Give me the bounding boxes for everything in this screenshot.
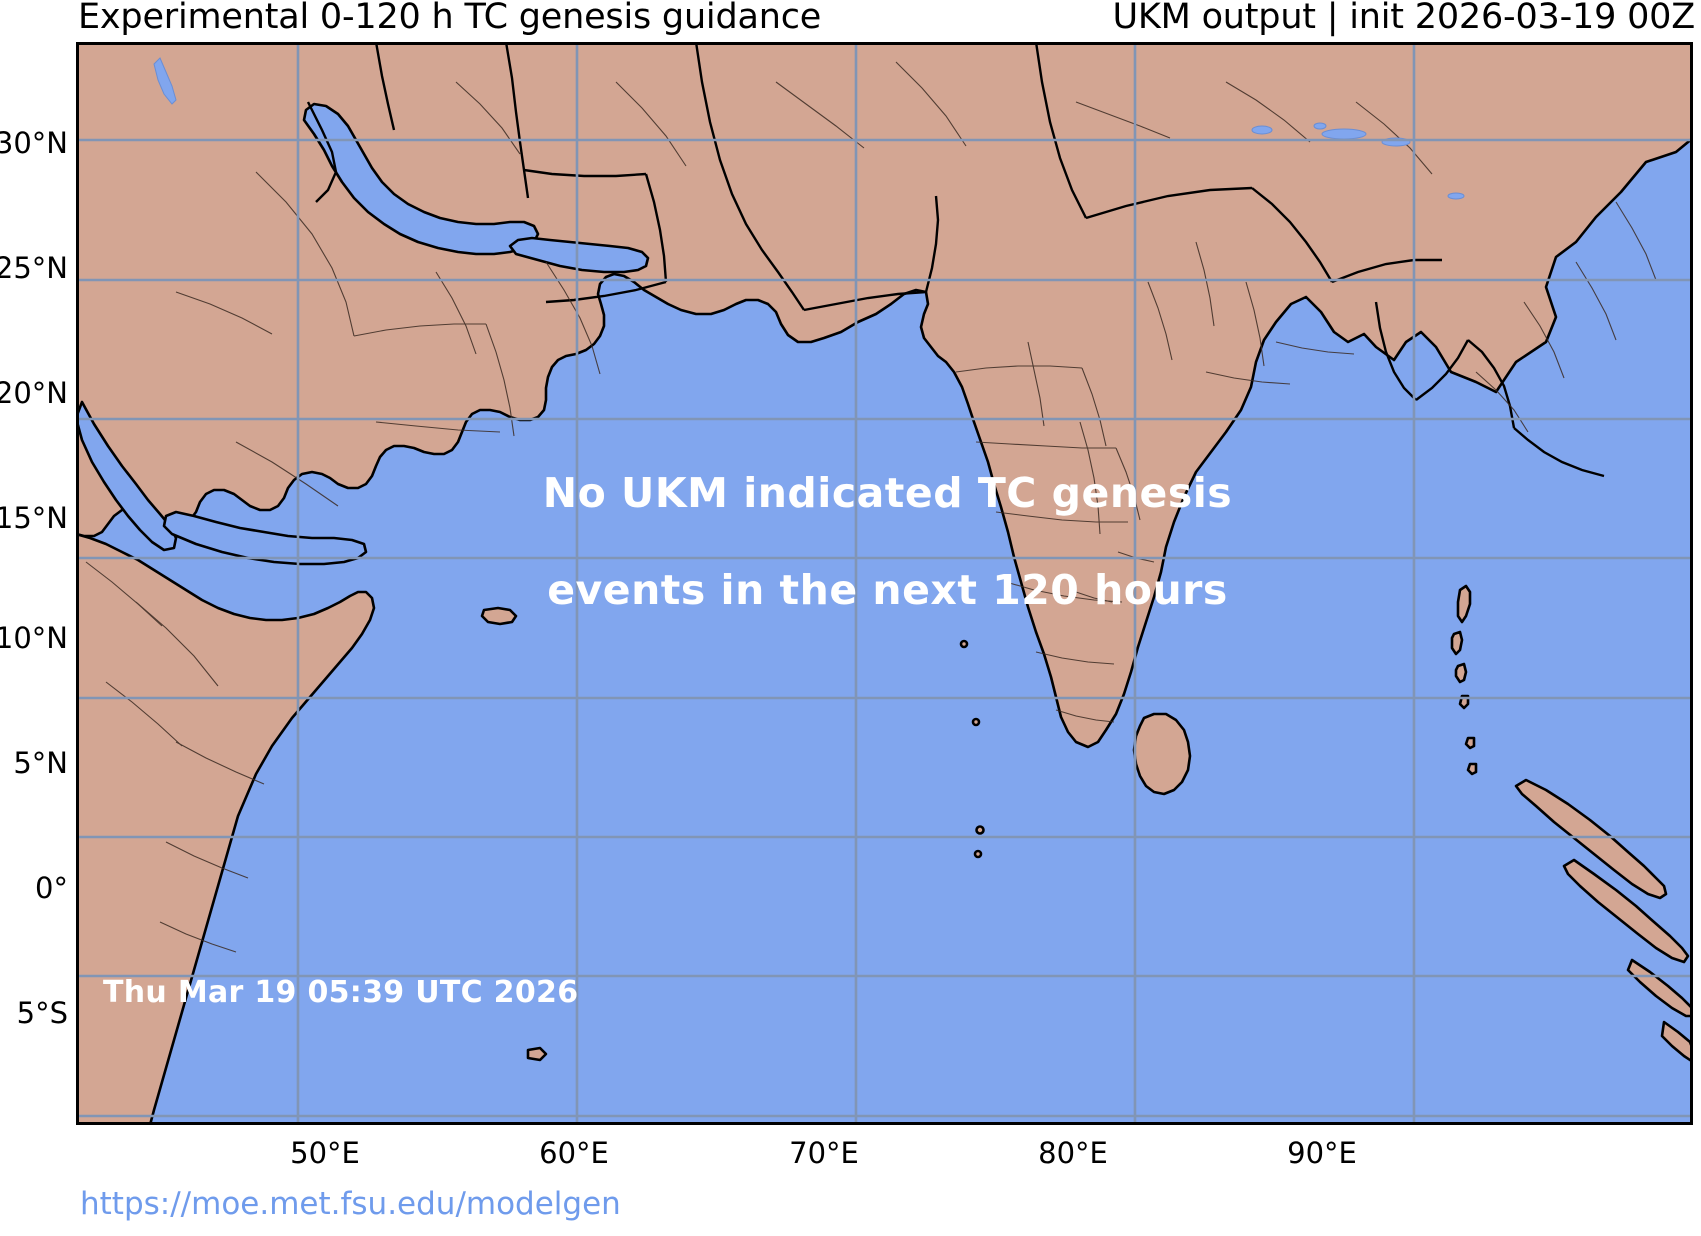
map-geography [79, 45, 1690, 1122]
sumatra-island-part3 [1626, 958, 1690, 1018]
lat-tick-0: 0° [35, 871, 68, 905]
lat-tick-20n: 20°N [0, 376, 68, 410]
maldives-dot-2 [975, 825, 985, 835]
lon-tick-70e: 70°E [789, 1136, 859, 1170]
maldives-dot-1 [971, 717, 981, 727]
lat-tick-15n: 15°N [0, 501, 68, 535]
gulf-of-oman [508, 236, 650, 274]
nicobar-island-1 [1464, 736, 1476, 750]
gulf-of-aden [162, 510, 368, 566]
lat-tick-5s: 5°S [16, 996, 68, 1030]
nicobar-island-2 [1466, 762, 1478, 776]
page-title: Experimental 0-120 h TC genesis guidance [78, 0, 822, 37]
inland-water [153, 57, 1465, 200]
red-sea [79, 400, 178, 552]
lon-tick-60e: 60°E [539, 1136, 609, 1170]
gridlines [79, 45, 1690, 1122]
lat-tick-30n: 30°N [0, 126, 68, 160]
maldives-dot-3 [973, 849, 983, 859]
lat-tick-25n: 25°N [0, 251, 68, 285]
lon-tick-80e: 80°E [1038, 1136, 1108, 1170]
timestamp-label: Thu Mar 19 05:39 UTC 2026 [103, 975, 579, 1010]
sumatra-island-part2 [1562, 858, 1690, 964]
model-init-label: UKM output | init 2026-03-19 00Z [1112, 0, 1696, 37]
country-borders [306, 45, 1605, 478]
sumatra-island-part4 [1660, 1020, 1690, 1062]
map-canvas[interactable]: No UKM indicated TC genesis events in th… [76, 42, 1693, 1125]
small-island-south [526, 1046, 548, 1062]
andaman-island-3 [1454, 662, 1468, 684]
lon-tick-50e: 50°E [290, 1136, 360, 1170]
lat-tick-10n: 10°N [0, 621, 68, 655]
lat-tick-5n: 5°N [13, 746, 68, 780]
sumatra-northwest [1514, 778, 1668, 900]
persian-gulf [302, 102, 540, 256]
andaman-island-2 [1450, 630, 1464, 656]
chagos-dot [959, 639, 969, 649]
socotra-island [480, 606, 518, 626]
andaman-island-1 [1456, 584, 1472, 624]
lon-tick-90e: 90°E [1287, 1136, 1357, 1170]
sri-lanka [1132, 712, 1192, 796]
page-header: Experimental 0-120 h TC genesis guidance… [0, 0, 1701, 42]
source-url-link[interactable]: https://moe.met.fsu.edu/modelgen [80, 1186, 621, 1222]
